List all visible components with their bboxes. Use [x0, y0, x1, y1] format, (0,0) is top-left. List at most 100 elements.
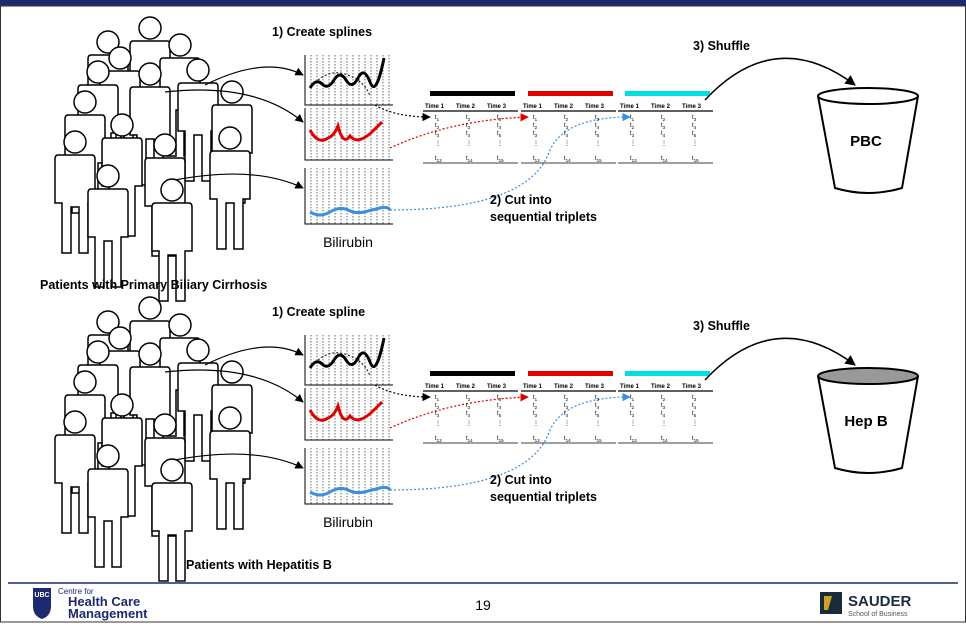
cell-base: t — [692, 411, 694, 417]
cell-base: ⋮ — [595, 421, 601, 427]
spline — [309, 485, 392, 497]
step-label: sequential triplets — [490, 210, 597, 224]
cell-sub: 2 — [468, 397, 471, 402]
cell-base: ⋮ — [595, 141, 601, 147]
cell-base: ⋮ — [435, 141, 441, 147]
cell-sub: 5 — [499, 413, 502, 418]
table-cell: ⋮ — [497, 141, 503, 147]
cell-base: t — [564, 123, 566, 129]
table-cell: t3 — [564, 403, 569, 410]
cell-base: t — [692, 131, 694, 137]
arrow — [174, 453, 304, 469]
cell-sub: 2 — [566, 397, 569, 402]
table-cell: t3 — [435, 131, 440, 138]
cell-sub: 5 — [597, 413, 600, 418]
cell-base: t — [661, 411, 663, 417]
table-header: Time 1 — [620, 384, 640, 390]
person-head — [218, 126, 242, 150]
table-cell: t3 — [692, 395, 697, 402]
cell-base: t — [564, 411, 566, 417]
cell-base: ⋮ — [497, 141, 503, 147]
table-cell: t14 — [466, 436, 473, 443]
table-header: Time 1 — [425, 104, 445, 110]
cell-base: t — [692, 115, 694, 121]
cell-base: ⋮ — [533, 141, 539, 147]
table-cell: t14 — [661, 436, 668, 443]
cell-sub: 1 — [437, 397, 440, 402]
person-head — [168, 33, 192, 57]
cell-sub: 3 — [437, 133, 440, 138]
cell-base: t — [595, 411, 597, 417]
person-body — [87, 188, 129, 288]
person-head — [138, 16, 162, 40]
cell-base: t — [564, 403, 566, 409]
cell-base: t — [466, 436, 468, 442]
table-cell: ⋮ — [661, 141, 667, 147]
table-cell: t1 — [435, 115, 440, 122]
person-head — [160, 458, 184, 482]
person-head — [73, 90, 97, 114]
top-bar — [0, 0, 966, 6]
cell-sub: 15 — [499, 158, 505, 163]
table-header: Time 1 — [620, 104, 640, 110]
cell-base: ⋮ — [564, 141, 570, 147]
table-cell: t5 — [595, 411, 600, 418]
cell-sub: 3 — [566, 125, 569, 130]
table-cell: t2 — [661, 395, 666, 402]
caption: Patients with Hepatitis B — [186, 558, 332, 572]
color-bar — [528, 91, 613, 96]
table-cell: t15 — [692, 156, 699, 163]
cell-sub: 5 — [499, 133, 502, 138]
school-sub: School of Business — [848, 611, 908, 618]
person-head — [73, 370, 97, 394]
spline-box — [304, 55, 393, 106]
table-cell: t13 — [533, 436, 540, 443]
person-head — [160, 178, 184, 202]
cell-sub: 2 — [468, 117, 471, 122]
person-body — [209, 150, 251, 250]
table-cell: ⋮ — [466, 141, 472, 147]
cell-base: t — [533, 395, 535, 401]
table-cell: t3 — [497, 395, 502, 402]
person-head — [86, 60, 110, 84]
color-bar — [430, 371, 515, 376]
table-cell: t4 — [466, 411, 471, 418]
cell-sub: 4 — [663, 133, 666, 138]
cell-sub: 3 — [597, 117, 600, 122]
table-cell: t1 — [435, 395, 440, 402]
table-header: Time 3 — [487, 104, 507, 110]
cell-sub: 15 — [694, 438, 700, 443]
table-cell: t2 — [564, 395, 569, 402]
table-cell: t15 — [595, 436, 602, 443]
dotted-arrow — [389, 112, 631, 211]
cell-base: t — [630, 123, 632, 129]
table-cell: t3 — [466, 403, 471, 410]
cell-base: t — [595, 403, 597, 409]
person-head — [138, 62, 162, 86]
table-cell: ⋮ — [595, 421, 601, 427]
table-cell: ⋮ — [692, 421, 698, 427]
cell-sub: 4 — [468, 133, 471, 138]
cell-base: t — [595, 156, 597, 162]
table-cell: t4 — [595, 403, 600, 410]
table-header: Time 3 — [682, 384, 702, 390]
table-cell: t13 — [435, 156, 442, 163]
dotted-arrow — [389, 113, 529, 149]
cell-sub: 15 — [597, 158, 603, 163]
bucket-rim — [817, 87, 919, 105]
step-label: 3) Shuffle — [693, 319, 750, 333]
cell-sub: 1 — [437, 117, 440, 122]
school-name: SAUDER — [848, 593, 912, 610]
bucket: Hep B — [817, 367, 919, 474]
cell-sub: 2 — [663, 397, 666, 402]
cell-sub: 14 — [663, 438, 669, 443]
person-head — [218, 406, 242, 430]
centre-for: Centre for — [58, 587, 94, 596]
table-cell: t5 — [497, 131, 502, 138]
table-header: Time 3 — [585, 384, 605, 390]
spline — [308, 57, 386, 89]
color-bar — [625, 371, 710, 376]
cell-sub: 3 — [632, 413, 635, 418]
